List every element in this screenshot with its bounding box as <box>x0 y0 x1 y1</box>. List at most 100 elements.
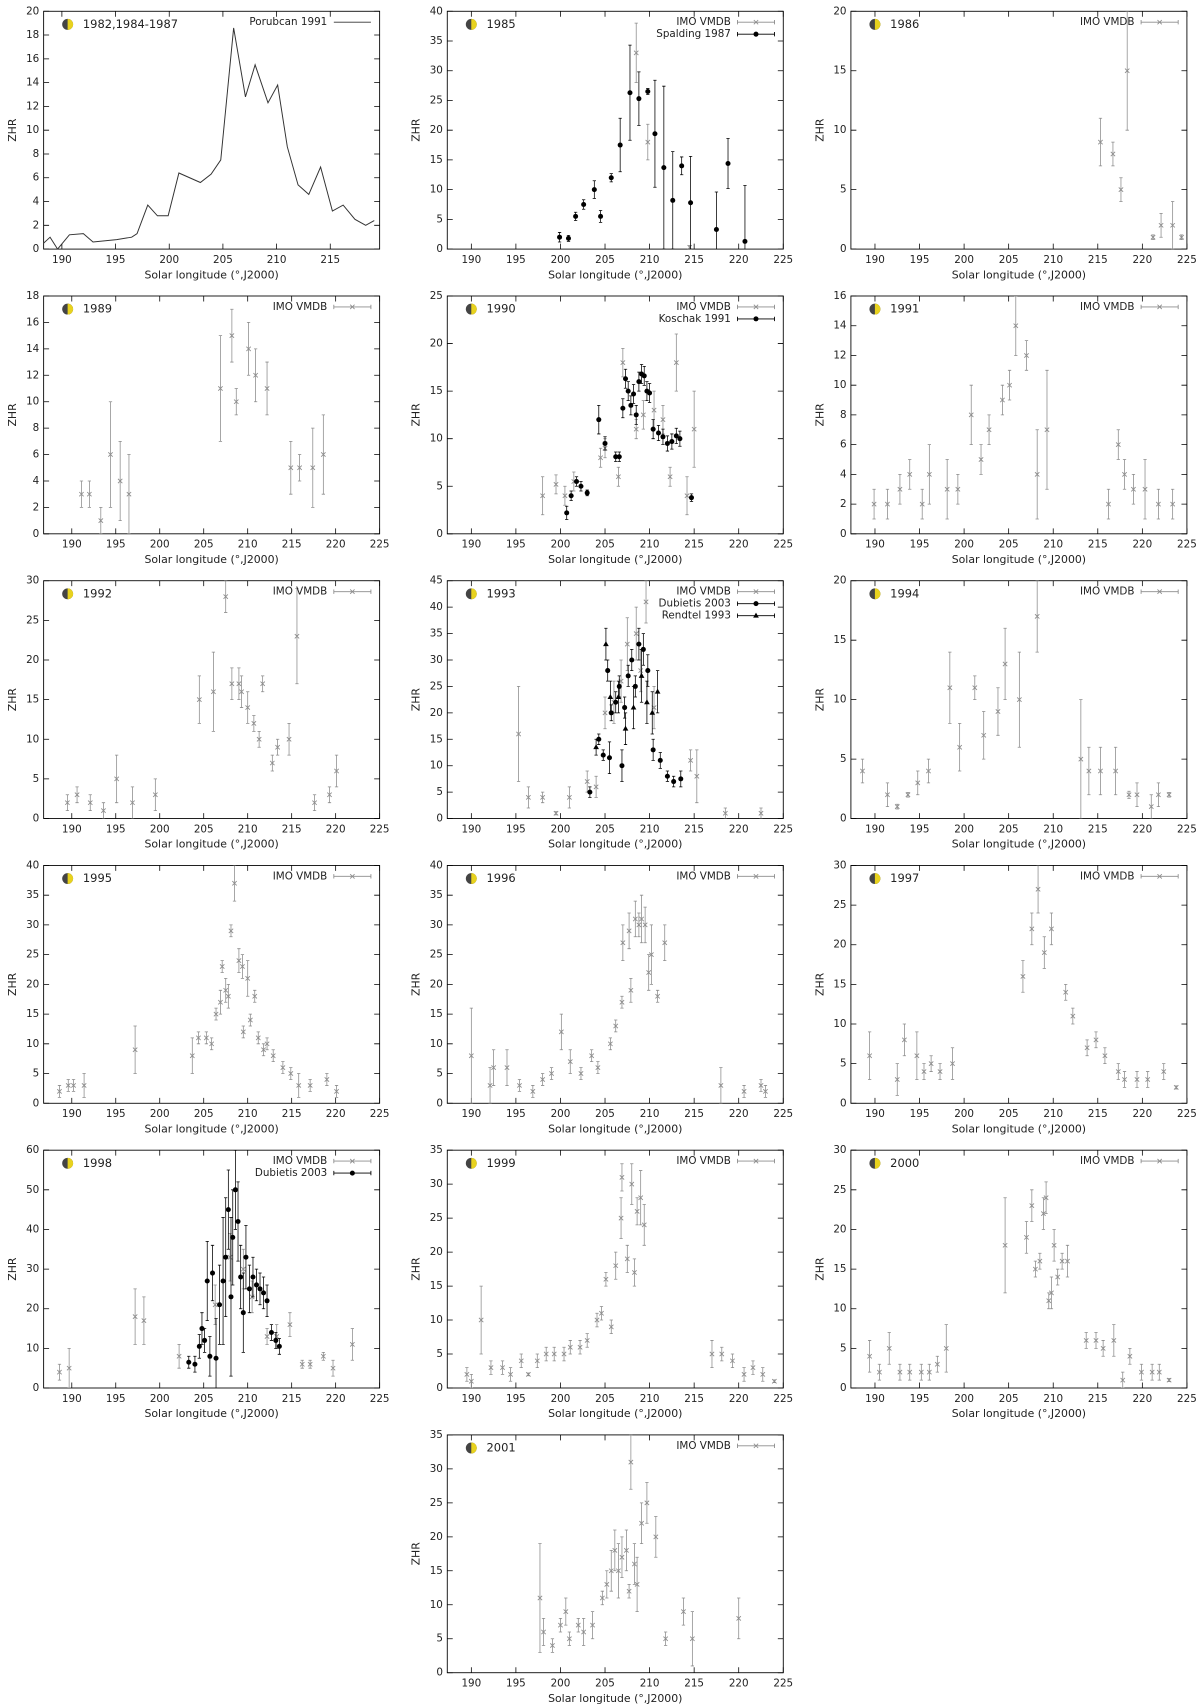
marker-x <box>518 1358 524 1364</box>
marker-x <box>1127 1353 1133 1359</box>
marker-x <box>1007 382 1013 388</box>
marker-x <box>633 426 639 432</box>
y-tick-label: 15 <box>430 1565 443 1577</box>
legend-marker <box>753 316 759 322</box>
moon-lit <box>874 18 881 30</box>
marker-circle <box>616 454 622 460</box>
marker-x <box>56 1088 62 1094</box>
chart-title: 1998 <box>83 1156 112 1170</box>
y-tick-label: 35 <box>430 35 443 47</box>
x-tick-label: 205 <box>999 254 1019 266</box>
marker-x <box>915 780 921 786</box>
plot-area <box>43 27 375 250</box>
marker-x <box>217 999 223 1005</box>
moon-lit <box>874 588 881 600</box>
marker-x <box>760 1371 766 1377</box>
marker-x <box>620 360 626 366</box>
marker-x <box>1048 1290 1054 1296</box>
chart-panel: 0 5 10 15 20 25 30 35 40 190 195 200 205 210 215 220 225… <box>410 5 793 281</box>
marker-circle <box>625 388 631 394</box>
legend-marker <box>349 873 355 879</box>
marker-x <box>1064 1258 1070 1264</box>
marker-x <box>736 1615 742 1621</box>
marker-x <box>918 1369 924 1375</box>
marker-x <box>464 1371 470 1377</box>
marker-circle <box>632 683 638 689</box>
marker-x <box>256 736 262 742</box>
marker-x <box>540 794 546 800</box>
marker-x <box>255 1035 261 1041</box>
marker-x <box>525 794 531 800</box>
marker-x <box>126 491 132 497</box>
marker-x <box>986 427 992 433</box>
marker-x <box>628 987 634 993</box>
y-tick-label: 30 <box>430 65 443 77</box>
marker-circle <box>625 673 631 679</box>
chart-panel: 0 5 10 15 20 25 30 35 190 195 200 205 210 215 220 225 ZH… <box>410 1429 793 1705</box>
legend-marker <box>753 589 759 595</box>
y-tick-label: 50 <box>26 1184 39 1196</box>
marker-circle <box>669 439 675 445</box>
y-tick-label: 8 <box>33 422 40 434</box>
legend-label: IMO VMDB <box>676 1440 731 1452</box>
marker-x <box>1063 989 1069 995</box>
plot-frame <box>446 1149 784 1389</box>
marker-circle <box>202 1337 208 1343</box>
marker-x <box>296 1082 302 1088</box>
marker-x <box>926 1369 932 1375</box>
marker-x <box>688 757 694 763</box>
legend-marker <box>1157 19 1163 25</box>
x-tick-label: 225 <box>773 1108 793 1120</box>
marker-triangle <box>603 641 609 647</box>
plot-frame <box>43 295 381 535</box>
y-tick-label: 16 <box>26 53 39 65</box>
marker-x <box>232 880 237 886</box>
x-tick-label: 215 <box>1088 823 1108 835</box>
y-tick-label: 0 <box>436 528 443 540</box>
marker-circle <box>713 226 719 232</box>
marker-x <box>867 1353 873 1359</box>
chart-title: 1992 <box>83 586 112 600</box>
x-tick-label: 220 <box>1132 254 1152 266</box>
x-tick-label: 200 <box>150 1393 170 1405</box>
marker-x <box>1124 68 1130 74</box>
y-tick-label: 10 <box>26 396 39 408</box>
marker-circle <box>557 234 563 240</box>
x-tick-label: 225 <box>370 823 390 835</box>
marker-x <box>349 1341 355 1347</box>
y-tick-label: 10 <box>833 1303 846 1315</box>
x-tick-label: 220 <box>326 1108 346 1120</box>
marker-x <box>209 1041 215 1047</box>
y-tick-label: 40 <box>430 5 443 17</box>
marker-circle <box>225 1207 231 1213</box>
y-tick-label: 4 <box>840 468 847 480</box>
plot-area <box>537 1434 742 1667</box>
x-tick-label: 220 <box>326 823 346 835</box>
x-tick-label: 225 <box>1177 823 1197 835</box>
marker-x <box>1161 1069 1167 1075</box>
marker-x <box>1055 1274 1061 1280</box>
marker-x <box>995 709 1001 715</box>
x-tick-label: 200 <box>150 823 170 835</box>
chart-title: 1993 <box>487 586 516 600</box>
marker-x <box>334 1088 340 1094</box>
marker-x <box>516 1082 522 1088</box>
x-tick-label: 210 <box>238 539 258 551</box>
marker-x <box>239 689 245 695</box>
marker-x <box>648 952 654 958</box>
marker-x <box>229 681 235 687</box>
marker-x <box>233 399 239 405</box>
x-tick-label: 205 <box>999 1393 1019 1405</box>
marker-x <box>1093 1037 1099 1043</box>
marker-circle <box>664 440 670 446</box>
marker-triangle <box>615 693 622 699</box>
x-tick-label: 215 <box>282 1393 302 1405</box>
x-axis-label: Solar longitude (°,J2000) <box>952 553 1086 566</box>
y-tick-label: 20 <box>833 939 846 951</box>
marker-x <box>287 1322 293 1328</box>
marker-x <box>914 1053 920 1059</box>
y-tick-label: 0 <box>33 813 40 825</box>
marker-x <box>1111 1337 1117 1343</box>
